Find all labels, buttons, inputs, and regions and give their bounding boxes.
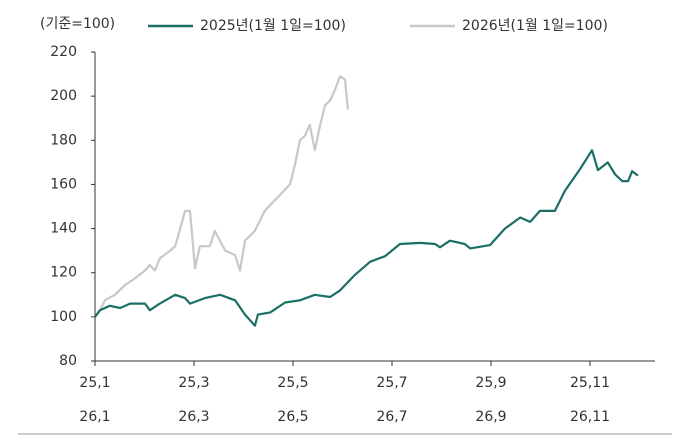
x-tick-label: 25,3 bbox=[178, 375, 209, 391]
legend-label: 2026년(1월 1일=100) bbox=[462, 18, 608, 34]
legend-label: 2025년(1월 1일=100) bbox=[200, 18, 346, 34]
y-tick-label: 200 bbox=[50, 88, 77, 104]
series-line bbox=[94, 75, 349, 318]
y-tick-label: 80 bbox=[59, 353, 77, 369]
axis-note: (기준=100) bbox=[40, 16, 115, 32]
y-tick-label: 160 bbox=[50, 176, 77, 192]
x-tick-label: 25,1 bbox=[79, 375, 110, 391]
y-tick-label: 180 bbox=[50, 132, 77, 148]
y-tick-label: 220 bbox=[50, 44, 77, 60]
x-tick-label-row2: 26,9 bbox=[475, 409, 506, 425]
x-tick-label-row2: 26,3 bbox=[178, 409, 209, 425]
x-tick-label: 25,11 bbox=[570, 375, 610, 391]
y-tick-label: 120 bbox=[50, 265, 77, 281]
x-tick-label-row2: 26,7 bbox=[376, 409, 407, 425]
x-tick-label: 25,9 bbox=[475, 375, 506, 391]
x-tick-label: 25,5 bbox=[277, 375, 308, 391]
x-tick-label-row2: 26,5 bbox=[277, 409, 308, 425]
y-tick-label: 100 bbox=[50, 309, 77, 325]
y-tick-label: 140 bbox=[50, 221, 77, 237]
x-tick-label: 25,7 bbox=[376, 375, 407, 391]
x-tick-label-row2: 26,11 bbox=[570, 409, 610, 425]
series-line bbox=[94, 149, 639, 327]
x-tick-label-row2: 26,1 bbox=[79, 409, 110, 425]
